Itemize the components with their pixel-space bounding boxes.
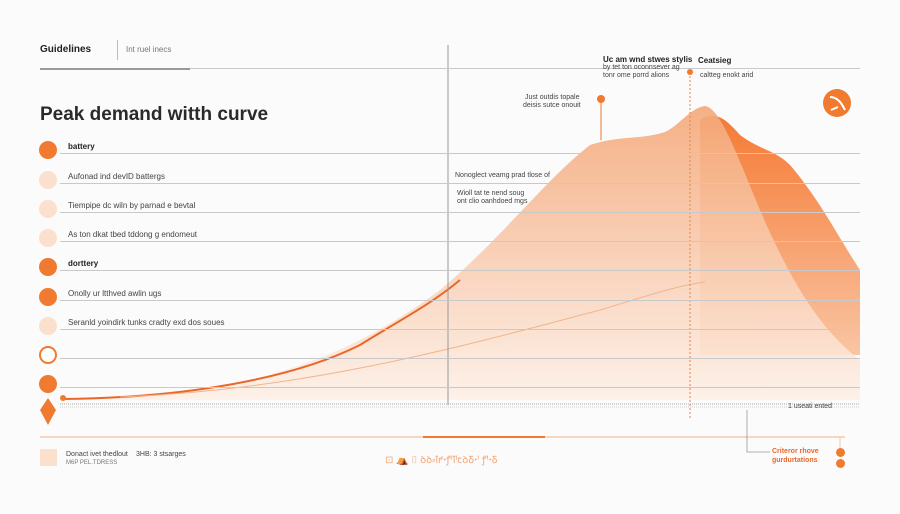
header-subtitle: Int ruel inecs: [126, 45, 172, 54]
legend-item: battery: [68, 142, 95, 151]
peak-title: Uc am wnd stwes stylis: [603, 55, 693, 64]
footer-text: 3HB: 3 stsarges: [136, 451, 186, 458]
demand-area: [60, 106, 860, 400]
legend-marker: [39, 346, 57, 364]
legend-marker: [39, 229, 57, 247]
right-sub: caltteg enokt arid: [700, 72, 754, 79]
footer-icons: ⊡ ⛺ ⌷ ꝺꝺ⸗ꝉꝵꞏꝭꞋꝉꞋꞇꝺꝽꞏꞋ ꝭꞋꞏꝽ: [385, 455, 498, 466]
legend-item: Seranld yoindirk tunks cradty exd dos so…: [68, 318, 225, 327]
action-icon: [823, 89, 851, 117]
peak-sub: tonr ome porrd alions: [603, 72, 670, 79]
annotation-dot: [597, 95, 605, 103]
legend-item: dorttery: [68, 259, 99, 268]
legend-marker: [39, 375, 57, 393]
legend-marker: [39, 288, 57, 306]
legend-item: Onolly ur ltthved awlin ugs: [68, 289, 162, 298]
callout-dot: [836, 448, 845, 457]
note: Just outdis topale: [525, 94, 580, 101]
baseline-label: 1 useati ented: [788, 403, 832, 410]
footer-text: M6P PEL.TDRESS: [66, 460, 118, 466]
legend-marker: [39, 200, 57, 218]
legend-marker: [39, 258, 57, 276]
callout-dot: [836, 459, 845, 468]
header-divider: [117, 40, 118, 60]
legend-item: Tiempipe dc wiln by parnad e bevtal: [68, 201, 196, 210]
legend-item: As ton dkat tbed tddong g endomeut: [68, 230, 197, 239]
note: Wioll tat te nend soug: [457, 190, 525, 197]
callout: Criteror rhove: [772, 448, 819, 455]
note: ont clio oanhdoed mgs: [457, 198, 528, 205]
page-title: Peak demand witth curve: [40, 104, 269, 125]
footer-checkbox[interactable]: [40, 449, 57, 466]
legend-marker: [39, 171, 57, 189]
callout: gurdurtations: [772, 457, 818, 464]
legend-item: Aufonad ind devID battergs: [68, 172, 165, 181]
note: Nonoglect veamg prad tlose of: [455, 172, 550, 179]
footer-text: Donact ivet thedlout: [66, 451, 128, 458]
right-title: Ceatsieg: [698, 56, 732, 65]
note: deisis sutce onouit: [523, 102, 581, 109]
header-title: Guidelines: [40, 44, 92, 55]
leaf-icon: [40, 398, 56, 425]
peak-sub: by tet ton oconnsever ag: [603, 64, 680, 71]
legend-marker: [39, 317, 57, 335]
legend-marker: [39, 141, 57, 159]
